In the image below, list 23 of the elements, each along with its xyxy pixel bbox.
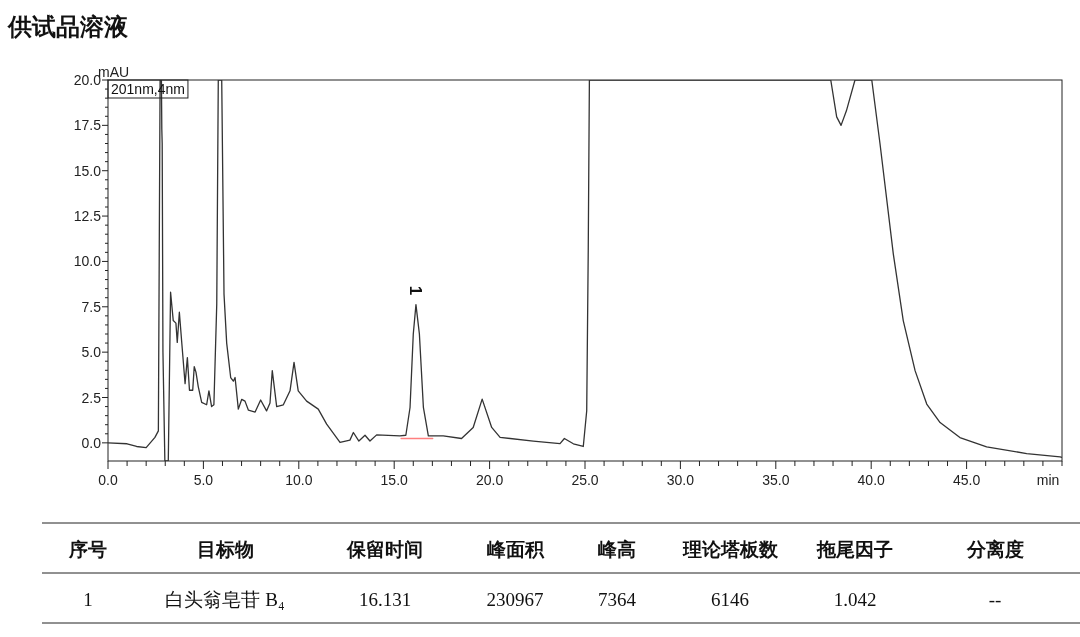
x-tick-label: 0.0 — [98, 472, 118, 488]
y-tick-label: 17.5 — [73, 117, 102, 134]
table: 序号 目标物 保留时间 峰面积 峰高 理论塔板数 拖尾因子 分离度 1 白头翁皂苷 B₄ 16.131 230967 7364 6146 1.042 -- — [41, 522, 1080, 624]
x-tick-label: 45.0 — [952, 472, 981, 488]
x-tick-label: 5.0 — [193, 472, 214, 488]
y-tick-label: 15.0 — [73, 162, 102, 179]
x-tick-label: 30.0 — [666, 472, 695, 488]
x-tick-label: 40.0 — [857, 472, 886, 488]
x-tick-label: 15.0 — [380, 472, 409, 488]
chart-title: 供试品溶液 — [7, 14, 129, 40]
y-tick-label: 7.5 — [81, 298, 102, 315]
y-tick-label: 5.0 — [81, 344, 102, 361]
y-tick-label: 2.5 — [81, 389, 102, 406]
x-tick-label: 20.0 — [475, 472, 504, 488]
x-tick-label: 10.0 — [285, 472, 313, 488]
y-tick-label: 0.0 — [81, 434, 102, 451]
y-tick-label: 10.0 — [73, 253, 102, 270]
x-axis-title: min — [1036, 472, 1060, 488]
annotation: 1 — [406, 285, 426, 296]
x-tick-label: 35.0 — [762, 472, 790, 488]
y-tick-label: 12.5 — [73, 208, 102, 225]
y-tick-label: 20.0 — [73, 72, 102, 88]
x-tick-label: 25.0 — [571, 472, 599, 488]
